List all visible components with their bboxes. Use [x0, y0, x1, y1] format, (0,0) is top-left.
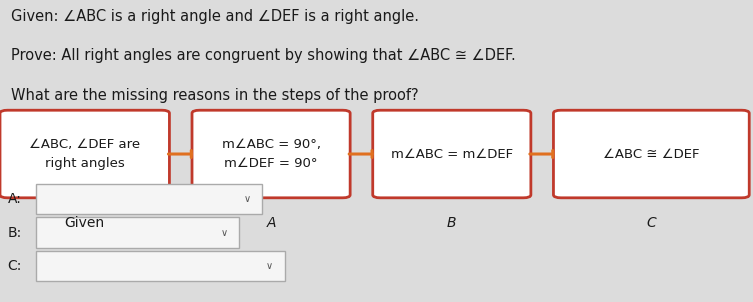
Text: Given: Given [65, 216, 105, 230]
FancyBboxPatch shape [373, 110, 531, 198]
Text: ∨: ∨ [266, 261, 273, 271]
Text: Given: ∠ABC is a right angle and ∠DEF is a right angle.: Given: ∠ABC is a right angle and ∠DEF is… [11, 9, 419, 24]
Text: m∠ABC = m∠DEF: m∠ABC = m∠DEF [391, 147, 513, 161]
FancyBboxPatch shape [553, 110, 749, 198]
FancyBboxPatch shape [0, 110, 169, 198]
Text: A: A [267, 216, 276, 230]
Text: C: C [647, 216, 656, 230]
Text: B: B [447, 216, 456, 230]
Text: ∨: ∨ [221, 227, 228, 238]
FancyBboxPatch shape [192, 110, 350, 198]
FancyBboxPatch shape [36, 251, 285, 281]
Text: B:: B: [8, 226, 22, 239]
Text: ∨: ∨ [243, 194, 251, 204]
Text: ∠ABC ≅ ∠DEF: ∠ABC ≅ ∠DEF [603, 147, 700, 161]
Text: C:: C: [8, 259, 22, 273]
Text: Prove: All right angles are congruent by showing that ∠ABC ≅ ∠DEF.: Prove: All right angles are congruent by… [11, 48, 516, 63]
Text: ∠ABC, ∠DEF are
right angles: ∠ABC, ∠DEF are right angles [29, 138, 140, 170]
Text: What are the missing reasons in the steps of the proof?: What are the missing reasons in the step… [11, 88, 419, 103]
FancyBboxPatch shape [36, 184, 262, 214]
FancyBboxPatch shape [36, 217, 239, 248]
Text: m∠ABC = 90°,
m∠DEF = 90°: m∠ABC = 90°, m∠DEF = 90° [221, 138, 321, 170]
Text: A:: A: [8, 192, 21, 206]
